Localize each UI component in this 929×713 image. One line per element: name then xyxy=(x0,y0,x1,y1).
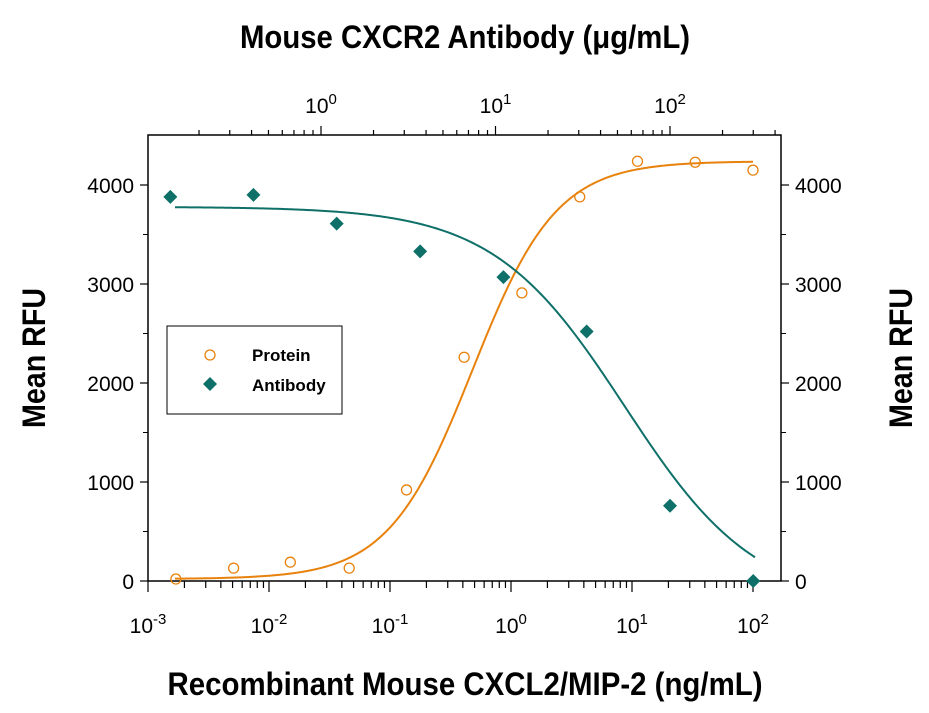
antibody-point xyxy=(413,244,428,259)
x-tick-label: 102 xyxy=(737,611,769,638)
protein-point xyxy=(343,562,355,574)
y-tick-label: 3000 xyxy=(87,274,134,297)
antibody-fit-curve xyxy=(174,206,756,559)
protein-point xyxy=(631,155,644,167)
y-tick-label-right: 2000 xyxy=(795,373,842,396)
plot-frame xyxy=(147,134,782,582)
legend: Protein Antibody xyxy=(166,325,343,415)
y-tick-label: 2000 xyxy=(87,373,134,396)
y-axis-label: Mean RFU xyxy=(16,288,52,428)
x2-tick-label: 101 xyxy=(480,91,512,118)
antibody-point xyxy=(746,574,761,588)
antibody-point xyxy=(496,270,511,285)
legend-box xyxy=(166,325,343,415)
antibody-point xyxy=(163,189,178,204)
protein-point xyxy=(574,191,586,203)
y-tick-label-right: 4000 xyxy=(795,175,842,198)
x-axis-label: Recombinant Mouse CXCL2/MIP-2 (ng/mL) xyxy=(168,666,763,702)
protein-fit-curve xyxy=(174,160,754,580)
y-tick-label-right: 1000 xyxy=(795,472,842,495)
x-tick-label: 10-3 xyxy=(130,611,167,638)
protein-point xyxy=(747,164,759,176)
y-tick-label: 1000 xyxy=(87,472,134,495)
protein-point xyxy=(458,351,470,363)
x-tick-label: 10-2 xyxy=(251,611,288,638)
legend-protein-label: Protein xyxy=(252,346,311,365)
top-axis-title: Mouse CXCR2 Antibody (μg/mL) xyxy=(240,19,690,55)
legend-antibody-marker xyxy=(203,377,217,391)
antibody-point xyxy=(579,324,594,339)
protein-point xyxy=(284,556,296,568)
protein-point xyxy=(516,287,528,299)
protein-point xyxy=(689,156,701,168)
protein-point xyxy=(170,573,182,585)
x-tick-label: 10-1 xyxy=(372,611,409,638)
y-axis-label-right: Mean RFU xyxy=(883,288,919,428)
x-tick-label: 101 xyxy=(616,611,648,638)
protein-point xyxy=(227,562,240,574)
antibody-point xyxy=(246,187,261,202)
x2-tick-label: 100 xyxy=(305,91,337,118)
y-tick-label-right: 0 xyxy=(795,571,807,594)
y-tick-label-right: 3000 xyxy=(795,274,842,297)
antibody-point xyxy=(329,216,344,231)
legend-protein-marker xyxy=(204,349,216,361)
x2-tick-label: 102 xyxy=(654,91,686,118)
protein-point xyxy=(400,484,413,496)
y-tick-label: 4000 xyxy=(87,175,134,198)
antibody-point xyxy=(663,498,677,513)
x-tick-label: 100 xyxy=(495,611,527,638)
legend-antibody-label: Antibody xyxy=(252,376,326,395)
y-tick-label: 0 xyxy=(122,571,134,594)
